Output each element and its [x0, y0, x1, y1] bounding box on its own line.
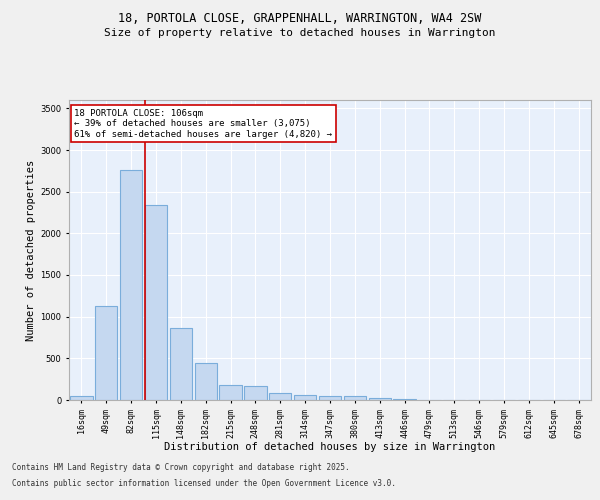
Bar: [95, 306, 118, 400]
X-axis label: Distribution of detached houses by size in Warrington: Distribution of detached houses by size …: [164, 442, 496, 452]
Bar: [368, 398, 391, 400]
Bar: [319, 396, 341, 400]
Bar: [70, 396, 92, 400]
Text: 18 PORTOLA CLOSE: 106sqm
← 39% of detached houses are smaller (3,075)
61% of sem: 18 PORTOLA CLOSE: 106sqm ← 39% of detach…: [74, 109, 332, 139]
Bar: [220, 386, 242, 400]
Bar: [194, 364, 217, 400]
Text: Size of property relative to detached houses in Warrington: Size of property relative to detached ho…: [104, 28, 496, 38]
Bar: [294, 394, 316, 400]
Bar: [344, 396, 366, 400]
Y-axis label: Number of detached properties: Number of detached properties: [26, 160, 36, 340]
Text: Contains HM Land Registry data © Crown copyright and database right 2025.: Contains HM Land Registry data © Crown c…: [12, 464, 350, 472]
Bar: [394, 399, 416, 400]
Bar: [269, 392, 292, 400]
Bar: [120, 170, 142, 400]
Bar: [145, 205, 167, 400]
Text: Contains public sector information licensed under the Open Government Licence v3: Contains public sector information licen…: [12, 478, 396, 488]
Bar: [170, 328, 192, 400]
Text: 18, PORTOLA CLOSE, GRAPPENHALL, WARRINGTON, WA4 2SW: 18, PORTOLA CLOSE, GRAPPENHALL, WARRINGT…: [118, 12, 482, 26]
Bar: [244, 386, 266, 400]
